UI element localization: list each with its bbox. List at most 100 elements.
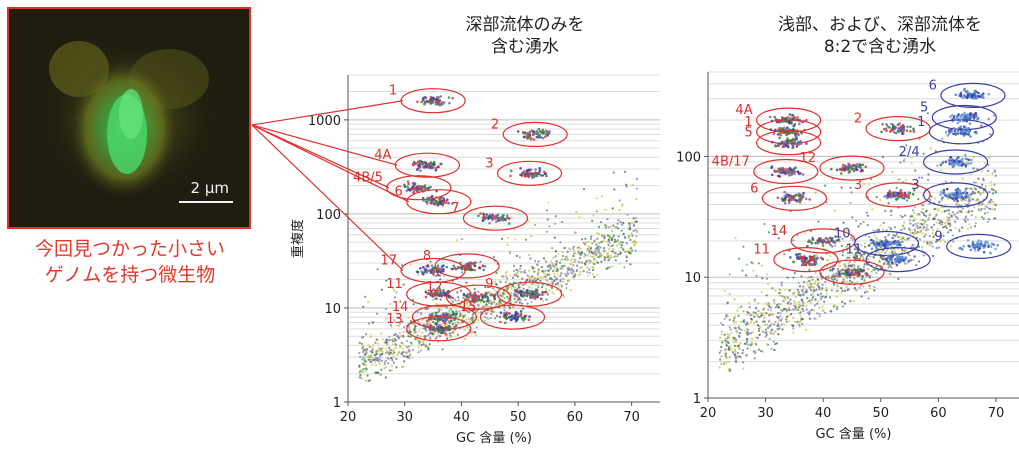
- data-point: [429, 260, 432, 263]
- data-point: [455, 309, 458, 312]
- data-point: [516, 271, 519, 275]
- data-point: [739, 331, 742, 334]
- data-point: [804, 232, 807, 235]
- data-point: [993, 183, 996, 186]
- data-point: [572, 254, 575, 258]
- data-point: [368, 358, 372, 361]
- data-point: [393, 337, 396, 341]
- data-point: [814, 317, 818, 320]
- data-point: [620, 244, 623, 247]
- data-point: [889, 273, 893, 276]
- cluster-point: [519, 310, 523, 313]
- data-point: [372, 321, 375, 324]
- data-point: [567, 273, 570, 276]
- data-point: [824, 311, 827, 314]
- data-point: [780, 303, 783, 306]
- cluster-point: [948, 159, 951, 162]
- data-point: [554, 264, 558, 268]
- cluster-point: [541, 174, 544, 177]
- data-point: [816, 278, 819, 281]
- data-point: [764, 328, 767, 331]
- data-point: [723, 317, 726, 320]
- data-point: [787, 301, 790, 304]
- cluster-point: [434, 98, 438, 102]
- cluster-point: [805, 142, 808, 145]
- data-point: [384, 347, 387, 350]
- data-point: [524, 283, 527, 286]
- cluster-point: [425, 164, 429, 168]
- data-point: [408, 354, 411, 357]
- cluster-point: [441, 314, 444, 317]
- data-point: [376, 357, 380, 360]
- data-point: [724, 348, 727, 351]
- cluster-point: [891, 262, 894, 265]
- data-point: [804, 328, 808, 331]
- data-point: [599, 253, 602, 256]
- data-point: [373, 354, 376, 357]
- data-point: [386, 357, 390, 360]
- cluster-point: [485, 213, 489, 216]
- cluster-point: [435, 96, 439, 99]
- data-point: [358, 351, 361, 355]
- data-point: [495, 314, 498, 317]
- data-point: [551, 247, 554, 250]
- cluster-point: [477, 214, 480, 218]
- data-point: [593, 255, 596, 258]
- data-point: [773, 348, 776, 352]
- data-point: [741, 269, 744, 272]
- data-point: [913, 211, 916, 215]
- data-point: [925, 241, 929, 244]
- cluster-point: [804, 197, 808, 201]
- y-tick-label: 100: [316, 208, 341, 223]
- cluster-point: [532, 138, 536, 141]
- data-point: [471, 313, 474, 316]
- data-point: [589, 260, 592, 263]
- data-point: [516, 269, 519, 272]
- data-point: [546, 265, 549, 268]
- data-point: [735, 340, 738, 344]
- cluster-point: [491, 218, 495, 222]
- cluster-point: [442, 319, 445, 323]
- data-point: [577, 274, 581, 277]
- cluster-point: [814, 241, 817, 245]
- data-point: [554, 277, 557, 280]
- data-point: [607, 238, 610, 241]
- data-point: [764, 335, 767, 338]
- data-point: [546, 218, 549, 221]
- cluster-point: [422, 199, 425, 202]
- data-point: [877, 228, 881, 232]
- data-point: [792, 300, 796, 303]
- cluster-point: [774, 145, 778, 148]
- data-point: [559, 241, 562, 244]
- cluster-point: [438, 327, 441, 331]
- data-point: [929, 213, 932, 216]
- data-point: [853, 287, 857, 290]
- data-point: [516, 275, 519, 278]
- data-point: [562, 295, 566, 298]
- cluster-point: [835, 168, 839, 172]
- data-point: [762, 350, 765, 353]
- data-point: [545, 278, 548, 281]
- data-point: [461, 317, 464, 320]
- data-point: [788, 303, 791, 306]
- data-point: [845, 276, 848, 279]
- data-point: [868, 284, 871, 287]
- cluster-point: [429, 289, 433, 293]
- data-point: [850, 281, 854, 284]
- data-point: [390, 357, 393, 360]
- data-point: [989, 133, 992, 136]
- data-point: [733, 344, 737, 348]
- data-point: [371, 346, 374, 349]
- data-point: [993, 208, 996, 211]
- cluster-point: [983, 241, 987, 244]
- data-point: [366, 374, 369, 377]
- cluster-point: [839, 172, 843, 175]
- data-point: [611, 207, 614, 210]
- cluster-label: 15: [799, 255, 816, 270]
- cluster-point: [842, 163, 845, 167]
- data-point: [578, 252, 581, 255]
- data-point: [849, 186, 852, 189]
- data-point: [763, 222, 766, 226]
- data-point: [367, 344, 370, 347]
- data-point: [515, 301, 518, 304]
